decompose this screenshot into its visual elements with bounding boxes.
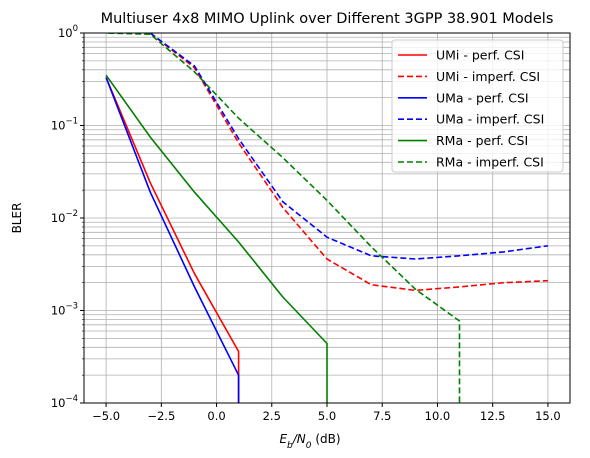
y-tick-label: 10−4 (51, 394, 78, 410)
x-tick-label: 15.0 (535, 409, 561, 423)
series-line-3 (105, 77, 240, 403)
legend-label: UMa - imperf. CSI (436, 112, 544, 127)
legend-label: UMi - perf. CSI (436, 48, 524, 63)
x-tick-label: 7.5 (373, 409, 391, 423)
series-line-1 (105, 77, 240, 403)
y-tick-label: 10−2 (51, 209, 78, 225)
legend-label: UMi - imperf. CSI (436, 69, 540, 84)
series-line-4 (149, 33, 549, 260)
x-tick-label: 0.0 (207, 409, 225, 423)
x-ticks: −5.0 −2.5 0.0 2.5 5.0 7.5 10.0 12.5 15.0 (92, 403, 561, 423)
x-tick-label: 12.5 (480, 409, 506, 423)
y-tick-label: 10−3 (51, 302, 78, 318)
y-axis-label: BLER (10, 203, 24, 234)
y-ticks: 10−4 10−3 10−2 10−1 100 (51, 24, 84, 410)
x-tick-label: −5.0 (92, 409, 120, 423)
x-tick-label: 2.5 (263, 409, 281, 423)
legend-label: RMa - perf. CSI (436, 133, 528, 148)
series-line-5 (105, 74, 328, 403)
series-line-2 (149, 33, 548, 292)
series-lines (102, 33, 549, 403)
x-tick-label: 5.0 (318, 409, 336, 423)
legend-frame (391, 39, 564, 173)
x-axis-label: Eb/N0 (dB) (279, 432, 340, 451)
x-tick-label: −2.5 (147, 409, 175, 423)
legend: UMi - perf. CSI UMi - imperf. CSI UMa - pe… (391, 39, 564, 173)
legend-label: UMa - perf. CSI (436, 90, 529, 105)
chart-title: Multiuser 4x8 MIMO Uplink over Different… (101, 11, 554, 27)
legend-label: RMa - imperf. CSI (436, 155, 544, 170)
y-tick-label: 10−1 (51, 117, 78, 133)
y-tick-label: 100 (58, 24, 78, 40)
series-line-6 (102, 33, 461, 403)
x-tick-label: 10.0 (425, 409, 451, 423)
